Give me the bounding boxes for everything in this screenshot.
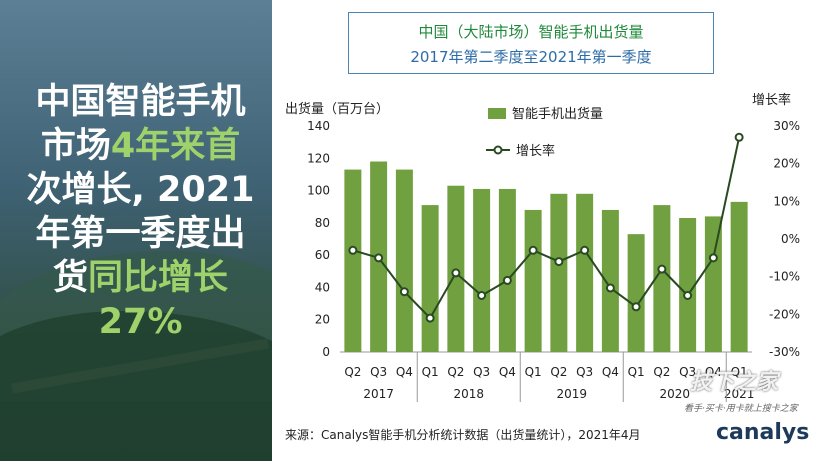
bar — [653, 205, 671, 352]
y-left-tick-label: 120 — [307, 151, 330, 165]
chart-title-box: 中国（大陆市场）智能手机出货量 2017年第二季度至2021年第一季度 — [348, 12, 714, 74]
x-tick-label: Q3 — [679, 365, 696, 379]
y-right-tick-label: 10% — [773, 194, 800, 208]
legend-line-marker — [493, 145, 503, 155]
year-label: 2017 — [363, 387, 394, 401]
growth-line — [352, 137, 741, 320]
y-axis-right-label: 增长率 — [752, 92, 791, 108]
headline-accent: 同比增长 — [88, 258, 229, 298]
y-right-tick-label: 30% — [773, 119, 800, 133]
legend-bar-swatch — [488, 108, 506, 119]
y-right-tick-label: 0% — [781, 232, 800, 246]
year-label: 2021 — [724, 387, 755, 401]
bar — [730, 201, 748, 352]
watermark-subtitle: 看手·买卡·用卡就上搜卡之家 — [684, 404, 798, 414]
bar — [344, 169, 362, 352]
growth-point — [425, 313, 435, 323]
headline-line-4: 年第一季度出 — [35, 214, 246, 254]
headline-line-2: 市场4年来首 — [40, 126, 241, 166]
y-axis-left-label: 出货量（百万台） — [285, 101, 389, 117]
chart-subtitle: 2017年第二季度至2021年第一季度 — [410, 48, 652, 66]
x-tick-label: Q4 — [396, 365, 413, 379]
y-left-tick-label: 140 — [307, 119, 330, 133]
growth-point — [477, 291, 487, 300]
watermark: 技下之家 — [690, 370, 779, 395]
bar — [704, 216, 722, 352]
growth-point — [348, 245, 358, 255]
growth-point — [605, 283, 615, 293]
year-label: 2019 — [556, 387, 587, 401]
bar — [550, 193, 568, 352]
bar — [601, 209, 619, 352]
y-right-tick-label: -20% — [769, 307, 800, 321]
bar — [627, 234, 645, 352]
y-left-tick-label: 0 — [322, 345, 330, 359]
growth-point — [708, 253, 718, 263]
year-label: 2018 — [453, 387, 484, 401]
x-tick-label: Q4 — [602, 365, 619, 379]
x-tick-label: Q4 — [705, 365, 722, 379]
x-tick-label: Q3 — [473, 365, 490, 379]
x-tick-label: Q2 — [344, 365, 361, 379]
bar — [395, 169, 413, 352]
bar — [498, 188, 516, 352]
bar — [524, 209, 542, 352]
growth-point — [657, 264, 667, 274]
y-right-tick-label: -30% — [769, 345, 800, 359]
y-left-tick-label: 100 — [307, 184, 330, 198]
growth-point — [451, 268, 461, 278]
growth-point — [580, 245, 590, 255]
bar — [679, 218, 697, 352]
bar — [421, 205, 439, 352]
y-left-tick-label: 80 — [315, 216, 330, 230]
x-tick-label: Q2 — [447, 365, 464, 379]
headline-line-5: 货同比增长 — [52, 258, 229, 298]
headline-line-3: 次增长, 2021 — [26, 170, 255, 210]
growth-point — [554, 257, 564, 267]
growth-point — [683, 291, 693, 300]
background-photo-great-wall — [0, 0, 272, 461]
growth-point — [631, 302, 641, 312]
chart-title: 中国（大陆市场）智能手机出货量 — [418, 23, 644, 41]
x-tick-label: Q2 — [550, 365, 567, 379]
y-left-tick-label: 40 — [315, 280, 330, 294]
legend-bar-label: 智能手机出货量 — [512, 106, 603, 122]
headline: 中国智能手机 市场4年来首 次增长, 2021 年第一季度出 货同比增长 27% — [18, 80, 263, 344]
x-tick-label: Q1 — [731, 365, 748, 379]
headline-line-1: 中国智能手机 — [35, 82, 246, 122]
bar — [473, 188, 491, 352]
source-note: 来源：Canalys智能手机分析统计数据（出货量统计），2021年4月 — [285, 428, 641, 442]
y-right-tick-label: 20% — [773, 157, 800, 171]
growth-point — [734, 132, 744, 142]
headline-line-6: 27% — [98, 302, 183, 342]
x-tick-label: Q2 — [653, 365, 670, 379]
x-tick-label: Q3 — [370, 365, 387, 379]
y-left-tick-label: 60 — [315, 248, 330, 262]
growth-point — [399, 287, 409, 297]
headline-accent: 4年来首 — [110, 126, 241, 166]
growth-point — [528, 245, 538, 255]
growth-point — [374, 253, 384, 263]
x-tick-label: Q4 — [499, 365, 516, 379]
legend-line-label: 增长率 — [516, 143, 555, 159]
y-right-tick-label: -10% — [769, 270, 800, 284]
x-tick-label: Q1 — [628, 365, 645, 379]
x-tick-label: Q3 — [576, 365, 593, 379]
x-tick-label: Q1 — [422, 365, 439, 379]
growth-point — [502, 275, 512, 285]
bar — [576, 193, 594, 352]
y-left-tick-label: 20 — [315, 313, 330, 327]
canalys-logo: canalys — [716, 420, 810, 445]
x-tick-label: Q1 — [525, 365, 542, 379]
year-label: 2020 — [659, 387, 690, 401]
